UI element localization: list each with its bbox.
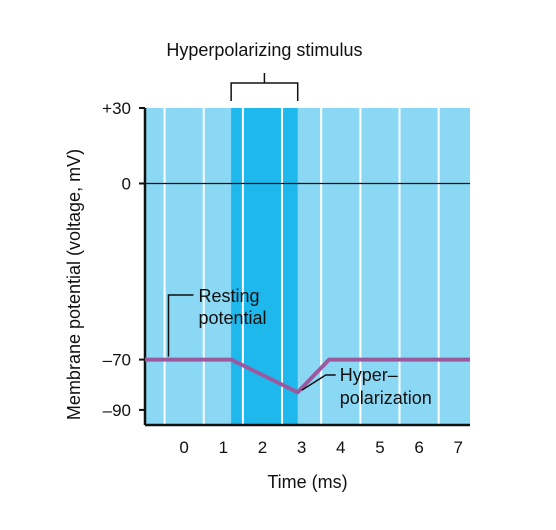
x-tick-label: 3 (297, 438, 306, 457)
series-line (145, 357, 470, 395)
x-tick-label: 2 (258, 438, 267, 457)
x-axis-label: Time (ms) (267, 472, 347, 492)
y-axis-label: Membrane potential (voltage, mV) (64, 149, 84, 420)
resting-potential-label: Resting (198, 286, 259, 306)
stimulus-bracket (230, 73, 299, 101)
x-tick-label: 4 (336, 438, 345, 457)
hyperpolarization-label: Hyper– (340, 365, 398, 385)
x-tick-label: 6 (414, 438, 423, 457)
resting-potential-label: potential (198, 308, 266, 328)
chart-title: Hyperpolarizing stimulus (166, 40, 362, 60)
x-tick-label: 7 (454, 438, 463, 457)
x-tick-label: 0 (179, 438, 188, 457)
resting-leader-line (167, 294, 194, 357)
y-tick-label: –70 (103, 351, 131, 370)
grid-lines (163, 108, 440, 425)
x-tick-labels: 0 1 2 3 4 5 6 7 (179, 438, 463, 457)
plot-background (145, 108, 470, 425)
x-tick-label: 1 (219, 438, 228, 457)
hyperpolarization-label: polarization (340, 388, 432, 408)
x-tick-label: 5 (375, 438, 384, 457)
y-tick-label: 0 (122, 174, 131, 193)
y-tick-labels: +30 0 –70 –90 (102, 99, 145, 420)
y-tick-label: –90 (103, 401, 131, 420)
hyperpolarization-leader-line (301, 374, 336, 391)
y-tick-label: +30 (102, 99, 131, 118)
